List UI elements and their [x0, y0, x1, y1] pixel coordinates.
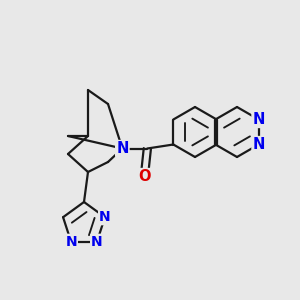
Text: O: O — [138, 169, 151, 184]
Text: N: N — [91, 235, 103, 249]
Text: N: N — [253, 137, 265, 152]
Text: N: N — [116, 141, 128, 156]
Text: N: N — [65, 235, 77, 249]
Text: N: N — [99, 210, 111, 224]
Text: N: N — [253, 112, 265, 127]
